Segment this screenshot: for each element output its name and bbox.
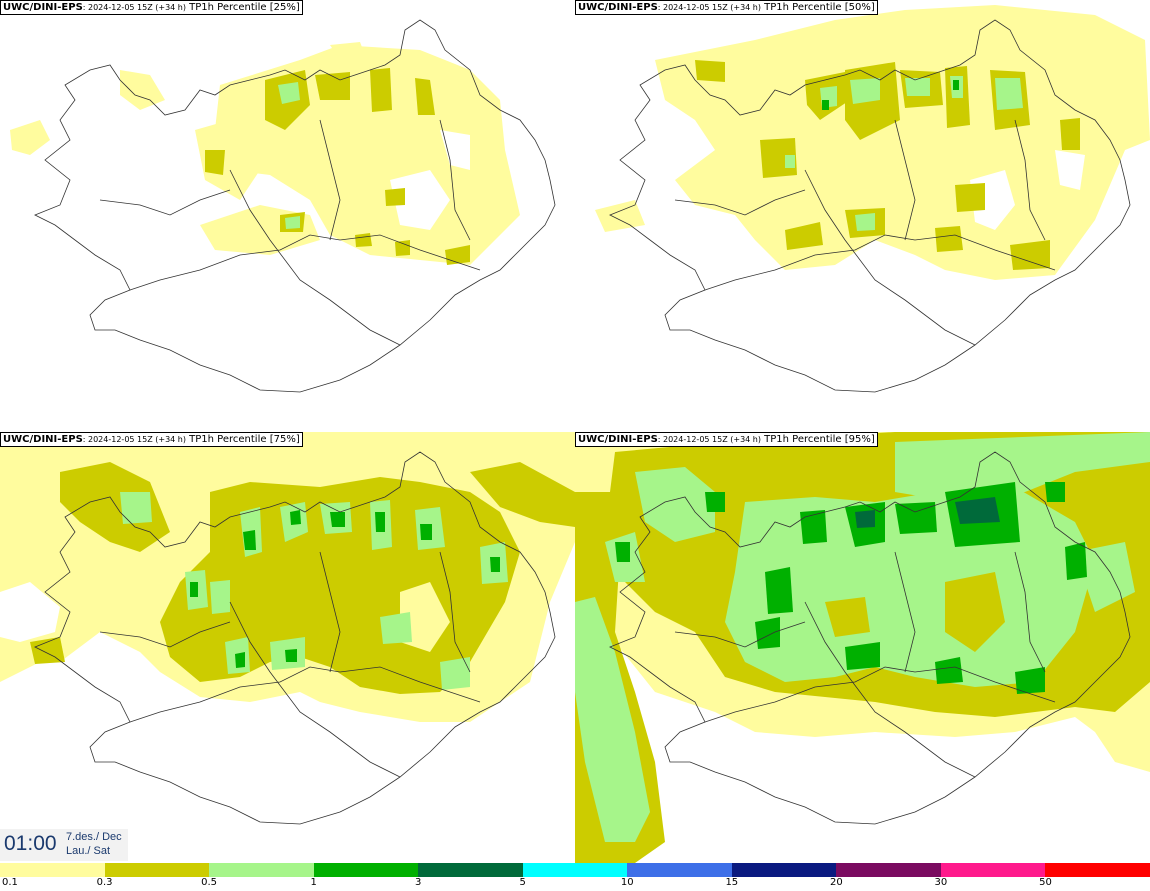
colorbar-tick-label: 3 <box>414 877 422 888</box>
precip-map-p50 <box>595 5 1150 393</box>
model-source: UWC/DINI-EPS <box>3 2 83 13</box>
run-info: : 2024-12-05 15Z (+34 h) <box>82 3 186 12</box>
run-info: : 2024-12-05 15Z (+34 h) <box>657 435 761 444</box>
colorbar-segment <box>1045 863 1150 877</box>
map-panel-p25: UWC/DINI-EPS: 2024-12-05 15Z (+34 h) TP1… <box>0 0 575 430</box>
valid-time: 01:00 <box>4 832 57 855</box>
colorbar-tick-label: 0.3 <box>96 877 113 888</box>
colorbar-segment <box>940 863 1046 877</box>
run-info: : 2024-12-05 15Z (+34 h) <box>82 435 186 444</box>
percentile-label: TP1h Percentile [50%] <box>760 2 875 13</box>
percentile-label: TP1h Percentile [25%] <box>185 2 300 13</box>
colorbar-tick-label: 5 <box>519 877 526 888</box>
valid-time-box: 01:00 7.des./ Dec Lau./ Sat <box>0 829 128 861</box>
colorbar-tick-label: 10 <box>620 877 634 888</box>
percentile-label: TP1h Percentile [75%] <box>185 434 300 445</box>
colorbar-segment <box>836 863 941 877</box>
colorbar-tick-label: 50 <box>1039 877 1052 888</box>
colorbar-tick-label: 0.5 <box>201 877 218 888</box>
colorbar-segment <box>209 863 314 877</box>
colorbar-segment <box>313 863 419 877</box>
run-info: : 2024-12-05 15Z (+34 h) <box>657 3 761 12</box>
colorbar-segment <box>418 863 523 877</box>
panel-title-p75: UWC/DINI-EPS: 2024-12-05 15Z (+34 h) TP1… <box>0 432 303 447</box>
valid-date: 7.des./ Dec <box>66 831 122 843</box>
colorbar-segment <box>731 863 837 877</box>
precip-map-p95 <box>575 432 1150 863</box>
colorbar-tick-label: 15 <box>725 877 739 888</box>
colorbar-segment <box>0 863 105 877</box>
model-source: UWC/DINI-EPS <box>578 2 658 13</box>
map-panel-p95: UWC/DINI-EPS: 2024-12-05 15Z (+34 h) TP1… <box>575 432 1150 863</box>
colorbar-tick-label: 1 <box>310 877 317 888</box>
map-panel-p50: UWC/DINI-EPS: 2024-12-05 15Z (+34 h) TP1… <box>575 0 1150 430</box>
colorbar-tick-label: 30 <box>934 877 948 888</box>
percentile-label: TP1h Percentile [95%] <box>760 434 875 445</box>
valid-weekday: Lau./ Sat <box>66 845 111 857</box>
map-panel-p75: UWC/DINI-EPS: 2024-12-05 15Z (+34 h) TP1… <box>0 432 575 863</box>
precip-map-p25 <box>10 19 556 393</box>
panel-title-p50: UWC/DINI-EPS: 2024-12-05 15Z (+34 h) TP1… <box>575 0 878 15</box>
colorbar-segment <box>627 863 732 877</box>
colorbar-ticks: 0.1 0.3 0.5 1 3 5 10 15 20 30 50 <box>0 877 1150 891</box>
colorbar-segment <box>522 863 628 877</box>
precip-map-p75 <box>0 432 575 825</box>
colorbar-segment <box>104 863 210 877</box>
model-source: UWC/DINI-EPS <box>3 434 83 445</box>
colorbar-tick-label: 20 <box>829 877 843 888</box>
colorbar-tick-label: 0.1 <box>2 877 18 888</box>
precip-colorbar <box>0 863 1150 877</box>
model-source: UWC/DINI-EPS <box>578 434 658 445</box>
panel-title-p25: UWC/DINI-EPS: 2024-12-05 15Z (+34 h) TP1… <box>0 0 303 15</box>
panel-title-p95: UWC/DINI-EPS: 2024-12-05 15Z (+34 h) TP1… <box>575 432 878 447</box>
